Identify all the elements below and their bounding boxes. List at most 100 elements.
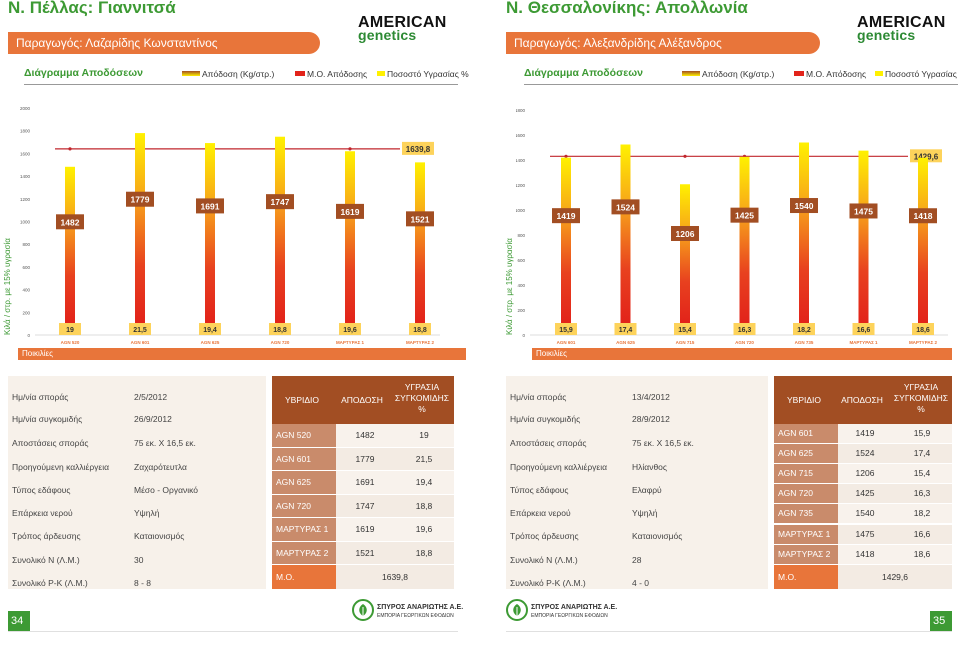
value-cells-bg [838,544,952,564]
hybrid-cell-bg [774,524,838,544]
bar-value-label: 1619 [341,207,360,217]
y-tick-label: 1200 [516,183,525,188]
yield-legend-swatch [682,71,700,76]
y-tick-label: 200 [22,310,30,315]
hybrid-cell-bg [272,518,336,541]
y-tick-label: 1400 [20,174,31,179]
moisture-label: 19 [66,327,74,334]
table-row: ΜΑΡΤΥΡΑΣ 1 1475 16,6 [774,524,952,544]
hybrid-cell-bg [774,544,838,564]
info-value: 2/5/2012 [134,392,168,402]
yield-chart-giannitsa: 0 200 400 600 800 1000 1200 1400 1600 1800 2000 163… [20,106,440,345]
bar-value-box [909,208,937,224]
cell-yield: 1747 [355,500,375,511]
average-marker [683,154,687,158]
yield-bar [65,166,75,323]
yield-bar [135,133,145,323]
cell-yield: 1691 [355,477,375,487]
value-cells-bg [838,444,952,464]
info-value: 30 [134,555,144,565]
cell-hybrid: AGN 715 [778,468,813,479]
table-row: AGN 520 1482 19 [272,424,454,447]
bar-value-box [671,225,699,241]
moisture-box [674,323,696,335]
producer-banner-right: Παραγωγός: Αλεξανδρίδης Αλέξανδρος [506,32,820,54]
bar-value-box [56,214,84,230]
leaf-logo-icon [506,599,528,621]
y-tick-label: 800 [22,242,30,247]
moisture-box [614,323,637,335]
info-label: Επάρκεια νερού [510,508,571,518]
bar-value-label: 1524 [616,202,635,212]
american-genetics-logo: AMERICAN genetics [358,15,447,43]
info-label: Τρόπος άρδευσης [510,531,579,541]
y-tick-label: 1400 [516,158,525,163]
bar-value-label: 1419 [557,211,576,221]
hybrid-cell-bg [774,504,838,524]
info-label: Τύπος εδάφους [12,485,71,495]
table-row: AGN 720 1425 16,3 [774,484,952,504]
bar-value-label: 1418 [914,211,933,221]
cell-moisture: 19,4 [415,477,433,487]
moisture-box [912,323,934,335]
info-value: Μέσο - Οργανικό [134,485,199,495]
results-table-right: ΥΒΡΙΔΙΟ ΑΠΟΔΟΣΗ ΥΓΡΑΣΙΑ ΣΥΓΚΟΜΙΔΗΣ % AGN… [774,376,952,589]
cell-moisture: 19,6 [415,524,433,534]
moisture-label: 16,6 [857,327,871,334]
info-label: Επάρκεια νερού [12,508,73,518]
x-category-label: AGN 715 [676,340,695,345]
page-number: 34 [11,615,24,627]
legend-yield: Απόδοση (Kg/στρ.) [202,69,275,79]
cell-hybrid: AGN 720 [276,500,311,511]
chart-legend-right: Διάγραμμα Αποδόσεων Απόδοση (Kg/στρ.) Μ.… [524,66,959,85]
info-value: Ηλίανθος [632,462,667,472]
table-row: AGN 601 1419 15,9 [774,424,952,444]
bar-value-box [196,198,224,214]
footer-logo: ΣΠΥΡΟΣ ΑΝΑΡΙΩΤΗΣ Α.Ε. ΕΜΠΟΡΙΑ ΓΕΩΡΓΙΚΩΝ … [352,599,463,625]
value-cells-bg [838,424,952,444]
bar-value-box [126,191,154,207]
value-cells-bg [838,464,952,484]
leaf-logo-icon [352,599,374,621]
hybrid-cell-bg [272,471,336,494]
table-row: AGN 625 1691 19,4 [272,471,454,494]
y-tick-label: 200 [517,308,525,313]
table-header: ΥΒΡΙΔΙΟ ΑΠΟΔΟΣΗ ΥΓΡΑΣΙΑ ΣΥΓΚΟΜΙΔΗΣ % [774,376,952,424]
info-label: Συνολικό P-K (Λ.Μ.) [12,578,88,588]
value-cells-bg [838,524,952,544]
bar-value-box [849,203,878,219]
legend-title: Διάγραμμα Αποδόσεων [524,67,643,79]
info-value: 28/9/2012 [632,414,670,424]
moisture-box [733,323,756,335]
info-value: 28 [632,555,642,565]
header-yield: ΑΠΟΔΟΣΗ [841,395,883,405]
bar-value-label: 1482 [61,217,80,227]
legend-yield: Απόδοση (Kg/στρ.) [702,69,775,79]
bar-value-label: 1691 [201,201,220,211]
y-tick-label: 1600 [516,133,525,138]
y-tick-label: 1200 [20,197,31,202]
cell-yield: 1206 [855,468,875,479]
cell-yield: 1540 [855,508,875,519]
cell-hybrid: AGN 520 [276,430,311,440]
table-row: AGN 720 1747 18,8 [272,494,454,517]
average-marker [348,147,352,151]
x-category-label: AGN 625 [201,340,220,345]
legend-underline [524,84,958,85]
bar-value-box [552,208,580,224]
bar-value-label: 1540 [795,201,814,211]
table-row: AGN 735 1540 18,2 [774,504,952,524]
american-genetics-logo-right: AMERICAN genetics [857,15,946,43]
logo-line2: genetics [358,27,417,43]
yield-bar [858,150,869,323]
average-value: 1429,6 [882,572,908,582]
bar-value-label: 1779 [131,195,150,205]
hybrid-cell-bg [272,494,336,517]
y-tick-label: 600 [22,265,30,270]
cell-moisture: 19 [419,430,429,440]
footer-subtitle: ΕΜΠΟΡΙΑ ΓΕΩΡΓΙΚΩΝ ΕΦΟΔΙΩΝ [377,613,454,619]
header-hybrid: ΥΒΡΙΔΙΟ [786,395,822,405]
cell-yield: 1521 [355,547,375,558]
average-value-label: 1639,8 [406,145,431,154]
info-value: 13/4/2012 [632,392,670,402]
